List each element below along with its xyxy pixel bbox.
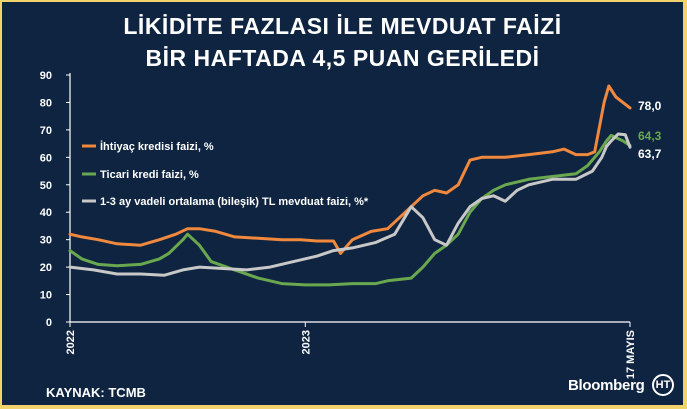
x-tick-label: 17 MAYIS (625, 330, 637, 379)
series-end-label-1: 78,0 (638, 99, 662, 113)
series-line-3 (68, 132, 632, 277)
series-line-1 (68, 84, 632, 255)
chart-title-line1: LİKİDİTE FAZLASI İLE MEVDUAT FAİZİ (123, 13, 562, 39)
y-tick-label: 50 (40, 180, 52, 192)
y-tick-label: 0 (46, 317, 52, 329)
source-label: KAYNAK: TCMB (46, 385, 146, 400)
series-end-label-3: 63,7 (638, 147, 662, 161)
x-tick-label: 2022 (65, 330, 77, 354)
y-tick-label: 90 (40, 70, 52, 82)
y-tick-label: 80 (40, 97, 52, 109)
chart-title-line2: BİR HAFTADA 4,5 PUAN GERİLEDİ (145, 45, 540, 71)
brand-logo: Bloomberg (568, 377, 645, 394)
y-tick-label: 70 (40, 125, 52, 137)
series-line-2 (68, 133, 632, 287)
y-tick-label: 10 (40, 290, 52, 302)
chart-title: LİKİDİTE FAZLASI İLE MEVDUAT FAİZİ BİR H… (2, 10, 683, 74)
y-tick-label: 30 (40, 235, 52, 247)
chart-area: 0 10 20 30 40 50 60 70 80 90 2022 2023 17 MAYIS 78,0 6… (40, 70, 662, 379)
y-tick-label: 20 (40, 262, 52, 274)
legend-label-1: İhtiyaç kredisi faizi, % (100, 140, 214, 153)
y-tick-label: 60 (40, 152, 52, 164)
ht-logo-icon: HT (652, 374, 674, 396)
series-end-label-2: 64,3 (638, 129, 662, 143)
legend-label-2: Ticari kredi faizi, % (100, 169, 199, 181)
x-tick-label: 2023 (300, 330, 312, 354)
chart-frame: LİKİDİTE FAZLASI İLE MEVDUAT FAİZİ BİR H… (2, 2, 683, 405)
y-tick-label: 40 (40, 207, 52, 219)
legend-label-3: 1-3 ay vadeli ortalama (bileşik) TL mevd… (100, 196, 369, 208)
